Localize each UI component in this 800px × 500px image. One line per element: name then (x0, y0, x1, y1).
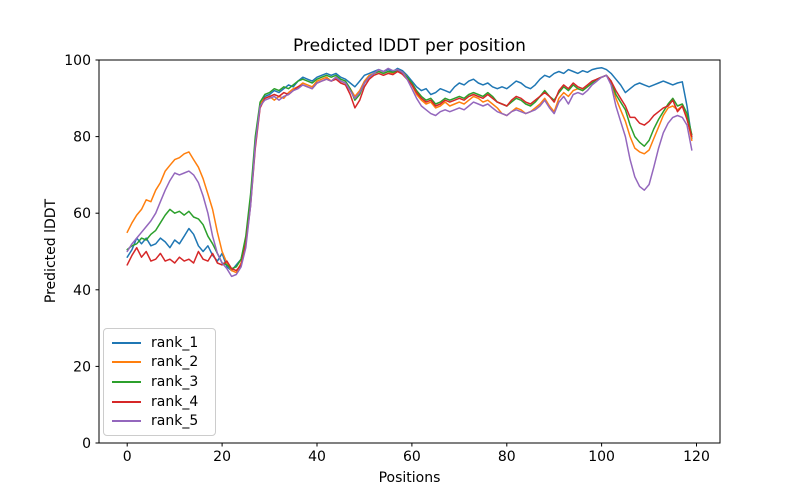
legend-entry-rank_3: rank_3 (112, 372, 207, 392)
y-tick-label: 20 (73, 359, 91, 375)
legend-label: rank_5 (151, 413, 199, 430)
x-tick-label: 40 (308, 449, 326, 465)
y-tick-label: 0 (82, 436, 91, 452)
plot-area-frame (98, 59, 721, 444)
x-tick-label: 60 (403, 449, 421, 465)
x-axis-ticks: 0 20 40 60 80 100 120 (123, 443, 710, 465)
line-rank_4 (126, 70, 693, 272)
y-tick-label: 60 (73, 206, 91, 222)
legend-label: rank_1 (151, 334, 199, 351)
legend: rank_1 rank_2 rank_3 rank_4 rank_5 (103, 328, 216, 436)
legend-label: rank_2 (151, 354, 199, 371)
x-axis-label: Positions (378, 470, 441, 486)
legend-line-swatch (112, 341, 141, 344)
y-axis-ticks: 0 20 40 60 80 100 (64, 53, 99, 452)
legend-line-swatch (112, 400, 141, 403)
legend-line-swatch (112, 361, 141, 364)
x-tick-label: 80 (498, 449, 516, 465)
legend-label: rank_4 (151, 393, 199, 410)
y-tick-label: 40 (73, 283, 91, 299)
legend-line-swatch (112, 420, 141, 423)
series-lines (126, 66, 693, 278)
legend-line-swatch (112, 380, 141, 383)
legend-entry-rank_2: rank_2 (112, 353, 207, 373)
line-rank_5 (126, 67, 693, 278)
y-tick-label: 100 (64, 53, 91, 69)
y-tick-label: 80 (73, 130, 91, 146)
legend-entry-rank_1: rank_1 (112, 333, 207, 353)
legend-entry-rank_4: rank_4 (112, 392, 207, 412)
x-tick-label: 100 (588, 449, 615, 465)
legend-label: rank_3 (151, 373, 199, 390)
legend-entry-rank_5: rank_5 (112, 411, 207, 431)
y-axis-label: Predicted lDDT (43, 198, 59, 304)
chart-title: Predicted lDDT per position (293, 36, 526, 56)
line-rank_1 (126, 66, 693, 272)
line-rank_3 (126, 69, 693, 270)
x-tick-label: 0 (123, 449, 132, 465)
x-tick-label: 120 (683, 449, 710, 465)
x-tick-label: 20 (213, 449, 231, 465)
